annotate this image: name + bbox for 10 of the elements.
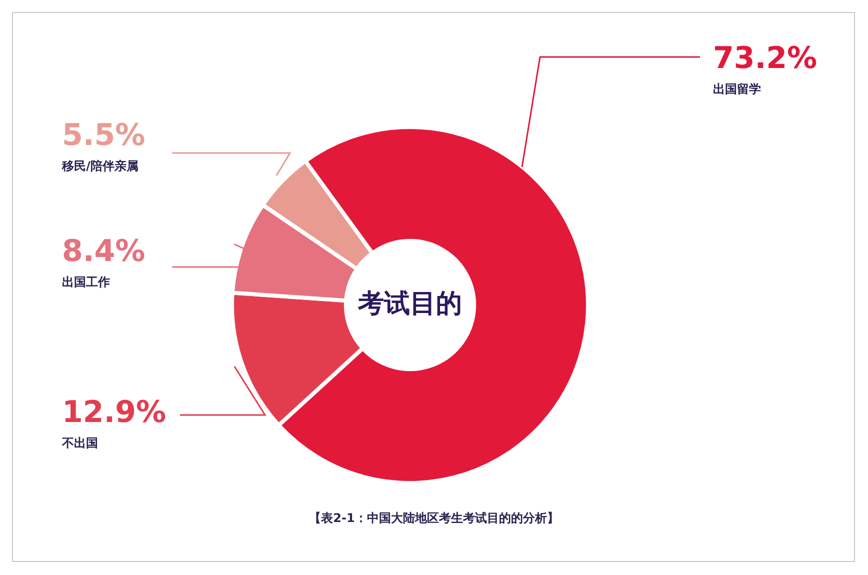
text: 考试目的 bbox=[357, 288, 462, 319]
slice-label: 不出国 bbox=[61, 436, 98, 450]
text: 【表2-1：中国大陆地区考生考试目的的分析】 bbox=[308, 510, 560, 527]
data-label: 8.4% bbox=[62, 234, 146, 269]
data-label: 73.2% bbox=[713, 40, 818, 76]
data-label: 5.5% bbox=[62, 118, 146, 153]
slice-label: 出国工作 bbox=[62, 275, 110, 290]
slice-label: 出国留学 bbox=[713, 82, 761, 96]
slice-label: 移民/陪伴亲属 bbox=[61, 159, 138, 174]
data-label: 12.9% bbox=[62, 394, 166, 430]
